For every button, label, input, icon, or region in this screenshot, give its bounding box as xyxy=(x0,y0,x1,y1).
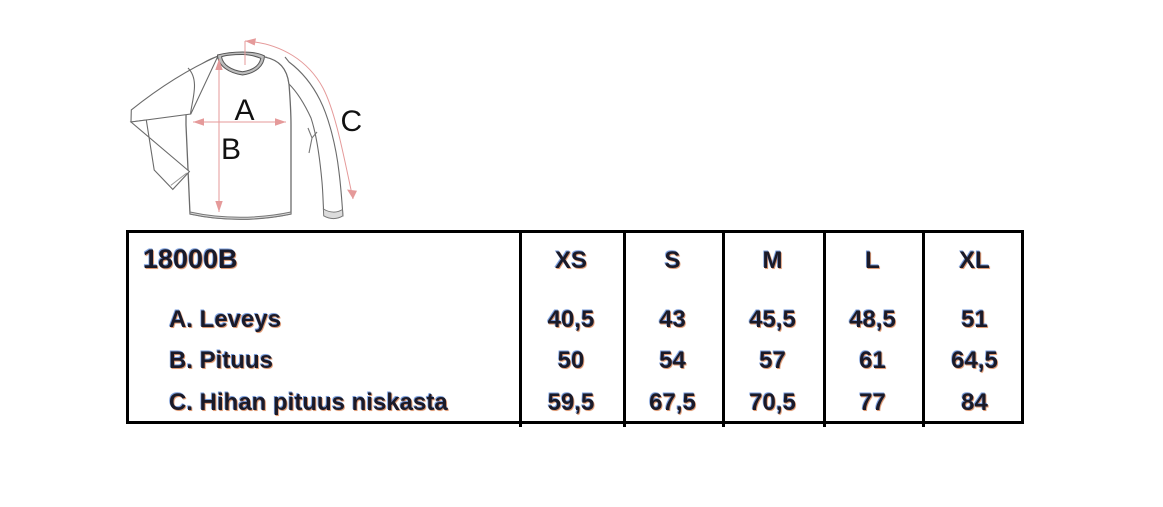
svg-text:A: A xyxy=(235,94,255,127)
svg-text:C: C xyxy=(341,105,363,138)
svg-text:B: B xyxy=(221,133,241,166)
